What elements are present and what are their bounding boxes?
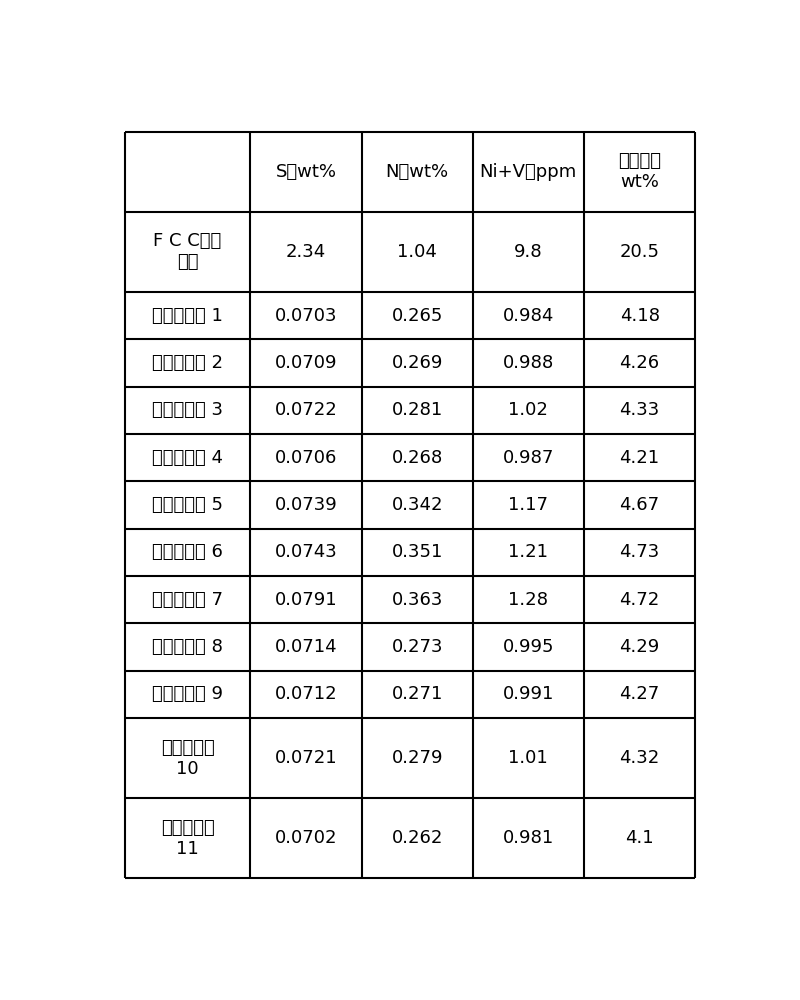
Text: 0.0791: 0.0791 — [274, 591, 338, 609]
Text: 0.991: 0.991 — [502, 685, 554, 703]
Text: 0.988: 0.988 — [502, 354, 554, 372]
Text: 1.17: 1.17 — [508, 496, 548, 514]
Text: 0.351: 0.351 — [391, 543, 443, 561]
Text: 1.02: 1.02 — [509, 401, 548, 419]
Text: 0.342: 0.342 — [391, 496, 443, 514]
Text: 9.8: 9.8 — [514, 243, 542, 261]
Text: 0.0703: 0.0703 — [274, 307, 337, 325]
Text: 4.67: 4.67 — [619, 496, 660, 514]
Text: 0.984: 0.984 — [502, 307, 554, 325]
Text: 4.26: 4.26 — [619, 354, 660, 372]
Text: 0.265: 0.265 — [391, 307, 443, 325]
Text: 20.5: 20.5 — [619, 243, 659, 261]
Text: 0.262: 0.262 — [391, 829, 443, 847]
Text: 0.995: 0.995 — [502, 638, 554, 656]
Text: 4.29: 4.29 — [619, 638, 660, 656]
Text: 4.18: 4.18 — [619, 307, 659, 325]
Text: 0.0739: 0.0739 — [274, 496, 338, 514]
Text: 使用制化剑 1: 使用制化剑 1 — [152, 307, 223, 325]
Text: 1.01: 1.01 — [509, 749, 548, 767]
Text: 0.363: 0.363 — [391, 591, 443, 609]
Text: 0.279: 0.279 — [391, 749, 443, 767]
Text: 0.981: 0.981 — [502, 829, 554, 847]
Text: 0.0722: 0.0722 — [274, 401, 338, 419]
Text: 0.281: 0.281 — [391, 401, 442, 419]
Text: F C C减压
渣油: F C C减压 渣油 — [154, 232, 222, 271]
Text: 4.27: 4.27 — [619, 685, 660, 703]
Text: 使用制化剑 2: 使用制化剑 2 — [152, 354, 223, 372]
Text: 4.32: 4.32 — [619, 749, 660, 767]
Text: N，wt%: N，wt% — [386, 163, 449, 181]
Text: 1.21: 1.21 — [508, 543, 548, 561]
Text: 0.269: 0.269 — [391, 354, 443, 372]
Text: 4.1: 4.1 — [626, 829, 654, 847]
Text: 4.33: 4.33 — [619, 401, 660, 419]
Text: 0.0709: 0.0709 — [274, 354, 337, 372]
Text: 沥青质，
wt%: 沥青质， wt% — [618, 152, 661, 191]
Text: 4.72: 4.72 — [619, 591, 660, 609]
Text: 使用制化剑 3: 使用制化剑 3 — [152, 401, 223, 419]
Text: 使用制化剑 7: 使用制化剑 7 — [152, 591, 223, 609]
Text: 2.34: 2.34 — [286, 243, 326, 261]
Text: Ni+V，ppm: Ni+V，ppm — [480, 163, 577, 181]
Text: 使用制化剑 8: 使用制化剑 8 — [152, 638, 223, 656]
Text: 0.0721: 0.0721 — [274, 749, 338, 767]
Text: 1.28: 1.28 — [508, 591, 548, 609]
Text: 0.273: 0.273 — [391, 638, 443, 656]
Text: 使用制化剑 5: 使用制化剑 5 — [152, 496, 223, 514]
Text: 1.04: 1.04 — [397, 243, 437, 261]
Text: 4.21: 4.21 — [619, 449, 660, 467]
Text: 0.0743: 0.0743 — [274, 543, 338, 561]
Text: 使用制化剑 6: 使用制化剑 6 — [152, 543, 223, 561]
Text: 0.0706: 0.0706 — [274, 449, 337, 467]
Text: 使用制化剑
10: 使用制化剑 10 — [161, 739, 214, 778]
Text: 0.0702: 0.0702 — [274, 829, 337, 847]
Text: 使用制化剑
11: 使用制化剑 11 — [161, 819, 214, 858]
Text: S，wt%: S，wt% — [275, 163, 337, 181]
Text: 0.271: 0.271 — [391, 685, 443, 703]
Text: 使用制化剑 9: 使用制化剑 9 — [152, 685, 223, 703]
Text: 0.268: 0.268 — [391, 449, 442, 467]
Text: 使用制化剑 4: 使用制化剑 4 — [152, 449, 223, 467]
Text: 4.73: 4.73 — [619, 543, 660, 561]
Text: 0.987: 0.987 — [502, 449, 554, 467]
Text: 0.0712: 0.0712 — [274, 685, 338, 703]
Text: 0.0714: 0.0714 — [274, 638, 338, 656]
